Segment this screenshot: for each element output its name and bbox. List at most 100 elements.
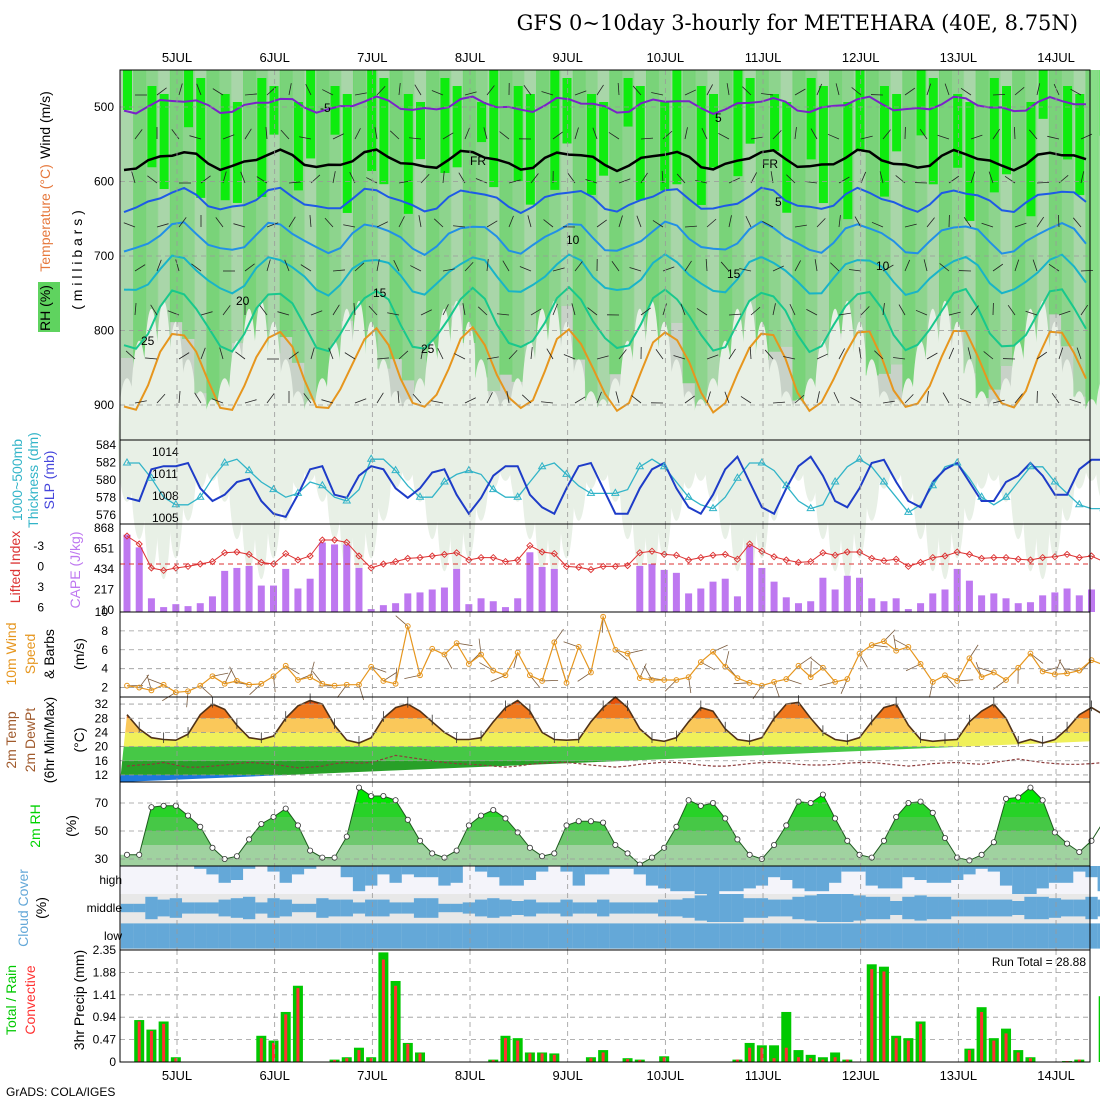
rh2m-label: 2m RH <box>27 804 43 848</box>
cloud-bar-low <box>133 923 146 949</box>
li-marker <box>379 560 388 568</box>
rh-bright-column <box>489 70 499 188</box>
wind-barb <box>629 267 642 272</box>
cape-bar <box>477 598 485 612</box>
cape-bar <box>1014 603 1022 612</box>
cape-bar <box>270 585 278 612</box>
cloud-bar-low <box>963 923 976 949</box>
wind10-marker <box>624 650 631 657</box>
precip-conv-bar <box>772 1058 776 1062</box>
rh-marker <box>856 851 863 858</box>
cloud-bar-middle <box>670 899 683 917</box>
wind-barb <box>244 128 252 140</box>
rh-marker <box>429 850 436 857</box>
cloud-bar-low <box>523 923 537 949</box>
wind-barb <box>454 353 466 360</box>
wind-barb <box>992 399 1005 404</box>
cloud-bar-high <box>1024 866 1037 894</box>
cloud-label: Cloud Cover <box>15 869 31 947</box>
precip-conv-bar <box>662 1057 666 1062</box>
rh-bright-column <box>184 70 194 128</box>
li-marker <box>697 553 705 562</box>
cloud-bar-high <box>389 866 402 883</box>
wind-barb <box>893 357 906 360</box>
rh-marker <box>734 836 741 843</box>
wind-barb <box>662 266 675 272</box>
cape-bar <box>245 565 253 612</box>
wind-barb <box>1025 310 1038 316</box>
precip-conv-bar <box>259 1038 263 1062</box>
contour-label: 15 <box>727 267 741 281</box>
wind-barb <box>718 133 730 140</box>
cloud-bar-high <box>535 866 549 872</box>
rh-bright-column <box>379 78 389 185</box>
cape-bar <box>746 545 754 612</box>
cloud-bar-middle <box>194 902 207 914</box>
wind-barb <box>309 215 312 228</box>
cloud-bar-middle <box>1048 898 1062 918</box>
cloud-bar-low <box>1048 923 1062 949</box>
cloud-bar-low <box>816 923 830 949</box>
cloud-bar-low <box>242 923 256 949</box>
rh-marker <box>294 822 301 829</box>
cloud-bar-high <box>511 866 524 886</box>
wind-barb <box>794 127 797 140</box>
wind10-marker <box>429 645 436 652</box>
wind-barb <box>684 127 688 140</box>
cloud-bar-middle <box>572 902 585 914</box>
precip-conv-bar <box>1077 1059 1081 1062</box>
cape-bar <box>648 564 656 612</box>
cloud-bar-middle <box>365 899 378 917</box>
li-marker <box>831 551 839 559</box>
cloud-bar-high <box>523 866 537 880</box>
cloud-bar-middle <box>731 894 744 922</box>
wind-barb <box>464 397 476 404</box>
cloud-bar-middle <box>340 899 353 917</box>
rh-tick-label: 70 <box>95 796 109 810</box>
li-marker <box>404 554 412 563</box>
cape-bar <box>685 593 693 612</box>
wind-barb <box>508 215 514 228</box>
wind-barb <box>244 399 257 404</box>
cloud-bar-high <box>926 866 939 883</box>
rh-shade-column <box>243 70 257 359</box>
rh-marker <box>661 844 668 851</box>
wind-barb <box>233 223 246 228</box>
rh-bright-column <box>220 94 230 201</box>
cloud-bar-middle <box>865 896 878 920</box>
precip-conv-bar <box>796 1057 800 1062</box>
cloud-bar-high <box>938 866 952 883</box>
wind10-marker <box>246 681 252 688</box>
rh-tick-label: 50 <box>95 824 109 838</box>
wind-barb <box>414 84 422 96</box>
wind-barb <box>521 394 532 404</box>
precip-conv-bar <box>589 1058 593 1062</box>
precip-conv-bar <box>870 969 874 1062</box>
wind-barb <box>618 215 623 228</box>
cloud-bar-high <box>853 866 866 872</box>
wind-barb <box>310 347 315 360</box>
wind-barb <box>477 306 488 316</box>
li-marker <box>965 550 974 559</box>
wind-barb <box>833 391 840 404</box>
wind-barb <box>1053 83 1060 96</box>
contour-label: FR <box>470 154 486 168</box>
wind-barb <box>303 393 312 404</box>
li-marker <box>953 548 961 556</box>
cloud-level-label: middle <box>87 901 123 915</box>
cloud-bar-low <box>230 923 244 949</box>
wind10-marker <box>148 687 155 694</box>
cloud-bar-low <box>572 923 585 949</box>
wind-barb <box>376 392 384 404</box>
cloud-bar-low <box>670 923 683 949</box>
cloud-bar-low <box>145 923 158 949</box>
rh-marker <box>771 842 778 849</box>
wind10-marker <box>441 651 448 658</box>
thickness-marker <box>293 488 303 496</box>
wind-barb <box>871 221 884 228</box>
li-marker <box>672 551 681 559</box>
rh-marker <box>1003 795 1010 802</box>
cloud-bar-low <box>865 923 878 949</box>
wind-barb <box>131 171 136 184</box>
cloud-level-label: low <box>104 929 122 943</box>
